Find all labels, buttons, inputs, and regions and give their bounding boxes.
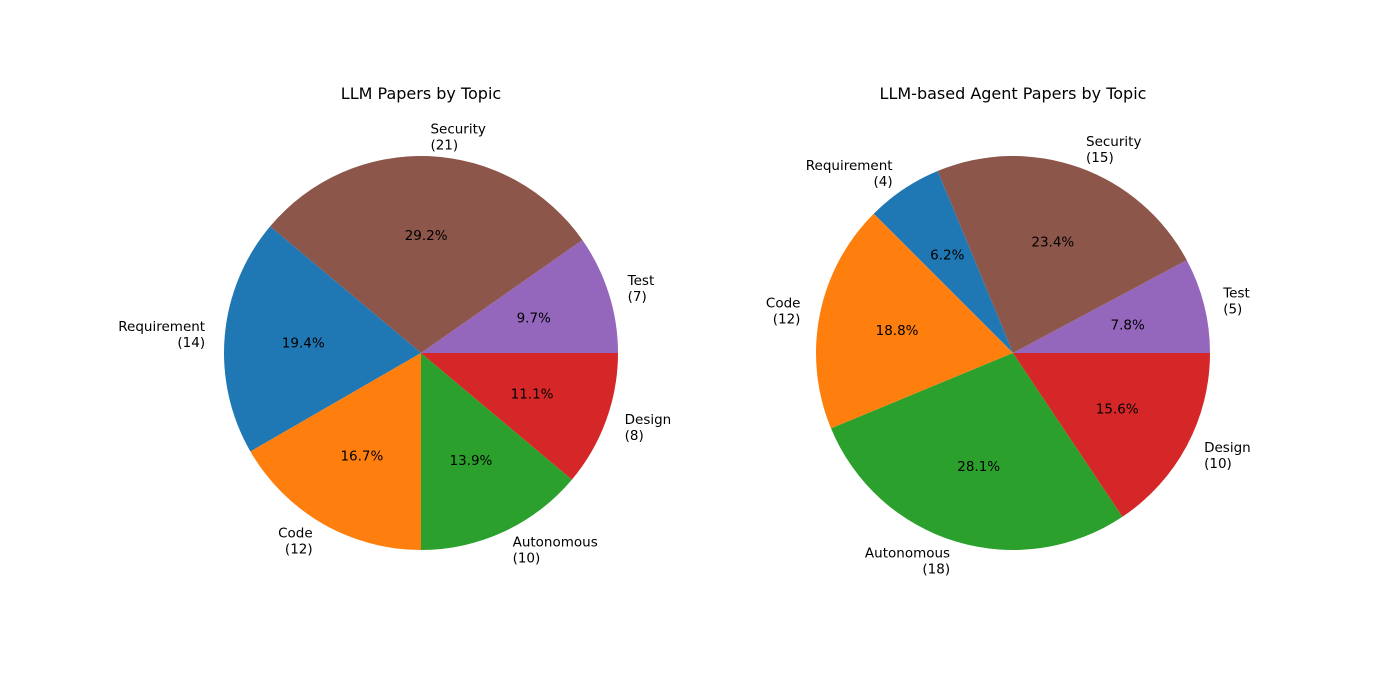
llm-slice-label-requirement: Requirement (14): [118, 319, 205, 351]
agent-pie: 7.8% Test (5) 23.4% Security (15) 6.2% Requirem…: [766, 134, 1251, 577]
agent-slice-security: [937, 156, 1187, 353]
llm-slice-autonomous: [421, 353, 572, 550]
agent-slice-design: [1013, 353, 1210, 517]
agent-pct-label-autonomous: 28.1%: [957, 459, 1000, 475]
agent-slice-label-design: Design (10): [1204, 440, 1251, 472]
llm-slice-label-autonomous: Autonomous (10): [513, 534, 598, 566]
agent-pct-label-security: 23.4%: [1031, 235, 1074, 251]
llm-slice-test: [421, 240, 618, 353]
agent-slice-label-requirement: Requirement (4): [806, 158, 893, 190]
llm-slice-requirement: [223, 226, 421, 452]
llm-slice-label-design: Design (8): [625, 412, 672, 444]
agent-slice-label-autonomous: Autonomous (18): [865, 545, 950, 577]
llm-pct-label-autonomous: 13.9%: [450, 453, 493, 469]
llm-slice-label-security: Security (21): [430, 122, 485, 154]
agent-pct-label-code: 18.8%: [876, 323, 919, 339]
agent-pct-label-requirement: 6.2%: [930, 248, 964, 264]
llm-slice-label-test: Test (7): [627, 273, 655, 305]
agent-chart-title: LLM-based Agent Papers by Topic: [880, 84, 1147, 103]
llm-pct-label-code: 16.7%: [340, 448, 383, 464]
agent-slice-label-code: Code (12): [766, 296, 801, 328]
agent-slice-code: [816, 213, 1013, 429]
llm-slice-code: [250, 353, 421, 550]
agent-pct-label-test: 7.8%: [1111, 317, 1145, 333]
llm-slice-design: [421, 353, 618, 480]
llm-pct-label-test: 9.7%: [517, 310, 551, 326]
agent-slice-test: [1013, 260, 1210, 353]
agent-pct-label-design: 15.6%: [1096, 402, 1139, 418]
llm-slice-security: [270, 156, 583, 353]
agent-slice-autonomous: [830, 353, 1123, 551]
agent-slice-label-security: Security (15): [1086, 134, 1141, 166]
llm-pct-label-design: 11.1%: [511, 386, 554, 402]
llm-pie-chart: LLM Papers by Topic 9.7% Test (7) 29.2% Secu…: [118, 84, 671, 566]
llm-pct-label-security: 29.2%: [405, 228, 448, 244]
agent-slice-label-test: Test (5): [1222, 285, 1250, 317]
llm-chart-title: LLM Papers by Topic: [341, 84, 501, 103]
agent-slice-requirement: [873, 170, 1013, 353]
llm-slice-label-code: Code (12): [278, 526, 313, 558]
llm-pct-label-requirement: 19.4%: [282, 336, 325, 352]
agent-pie-chart: LLM-based Agent Papers by Topic 7.8% Test…: [766, 84, 1251, 577]
llm-pie: 9.7% Test (7) 29.2% Security (21) 19.4% Require…: [118, 122, 671, 567]
